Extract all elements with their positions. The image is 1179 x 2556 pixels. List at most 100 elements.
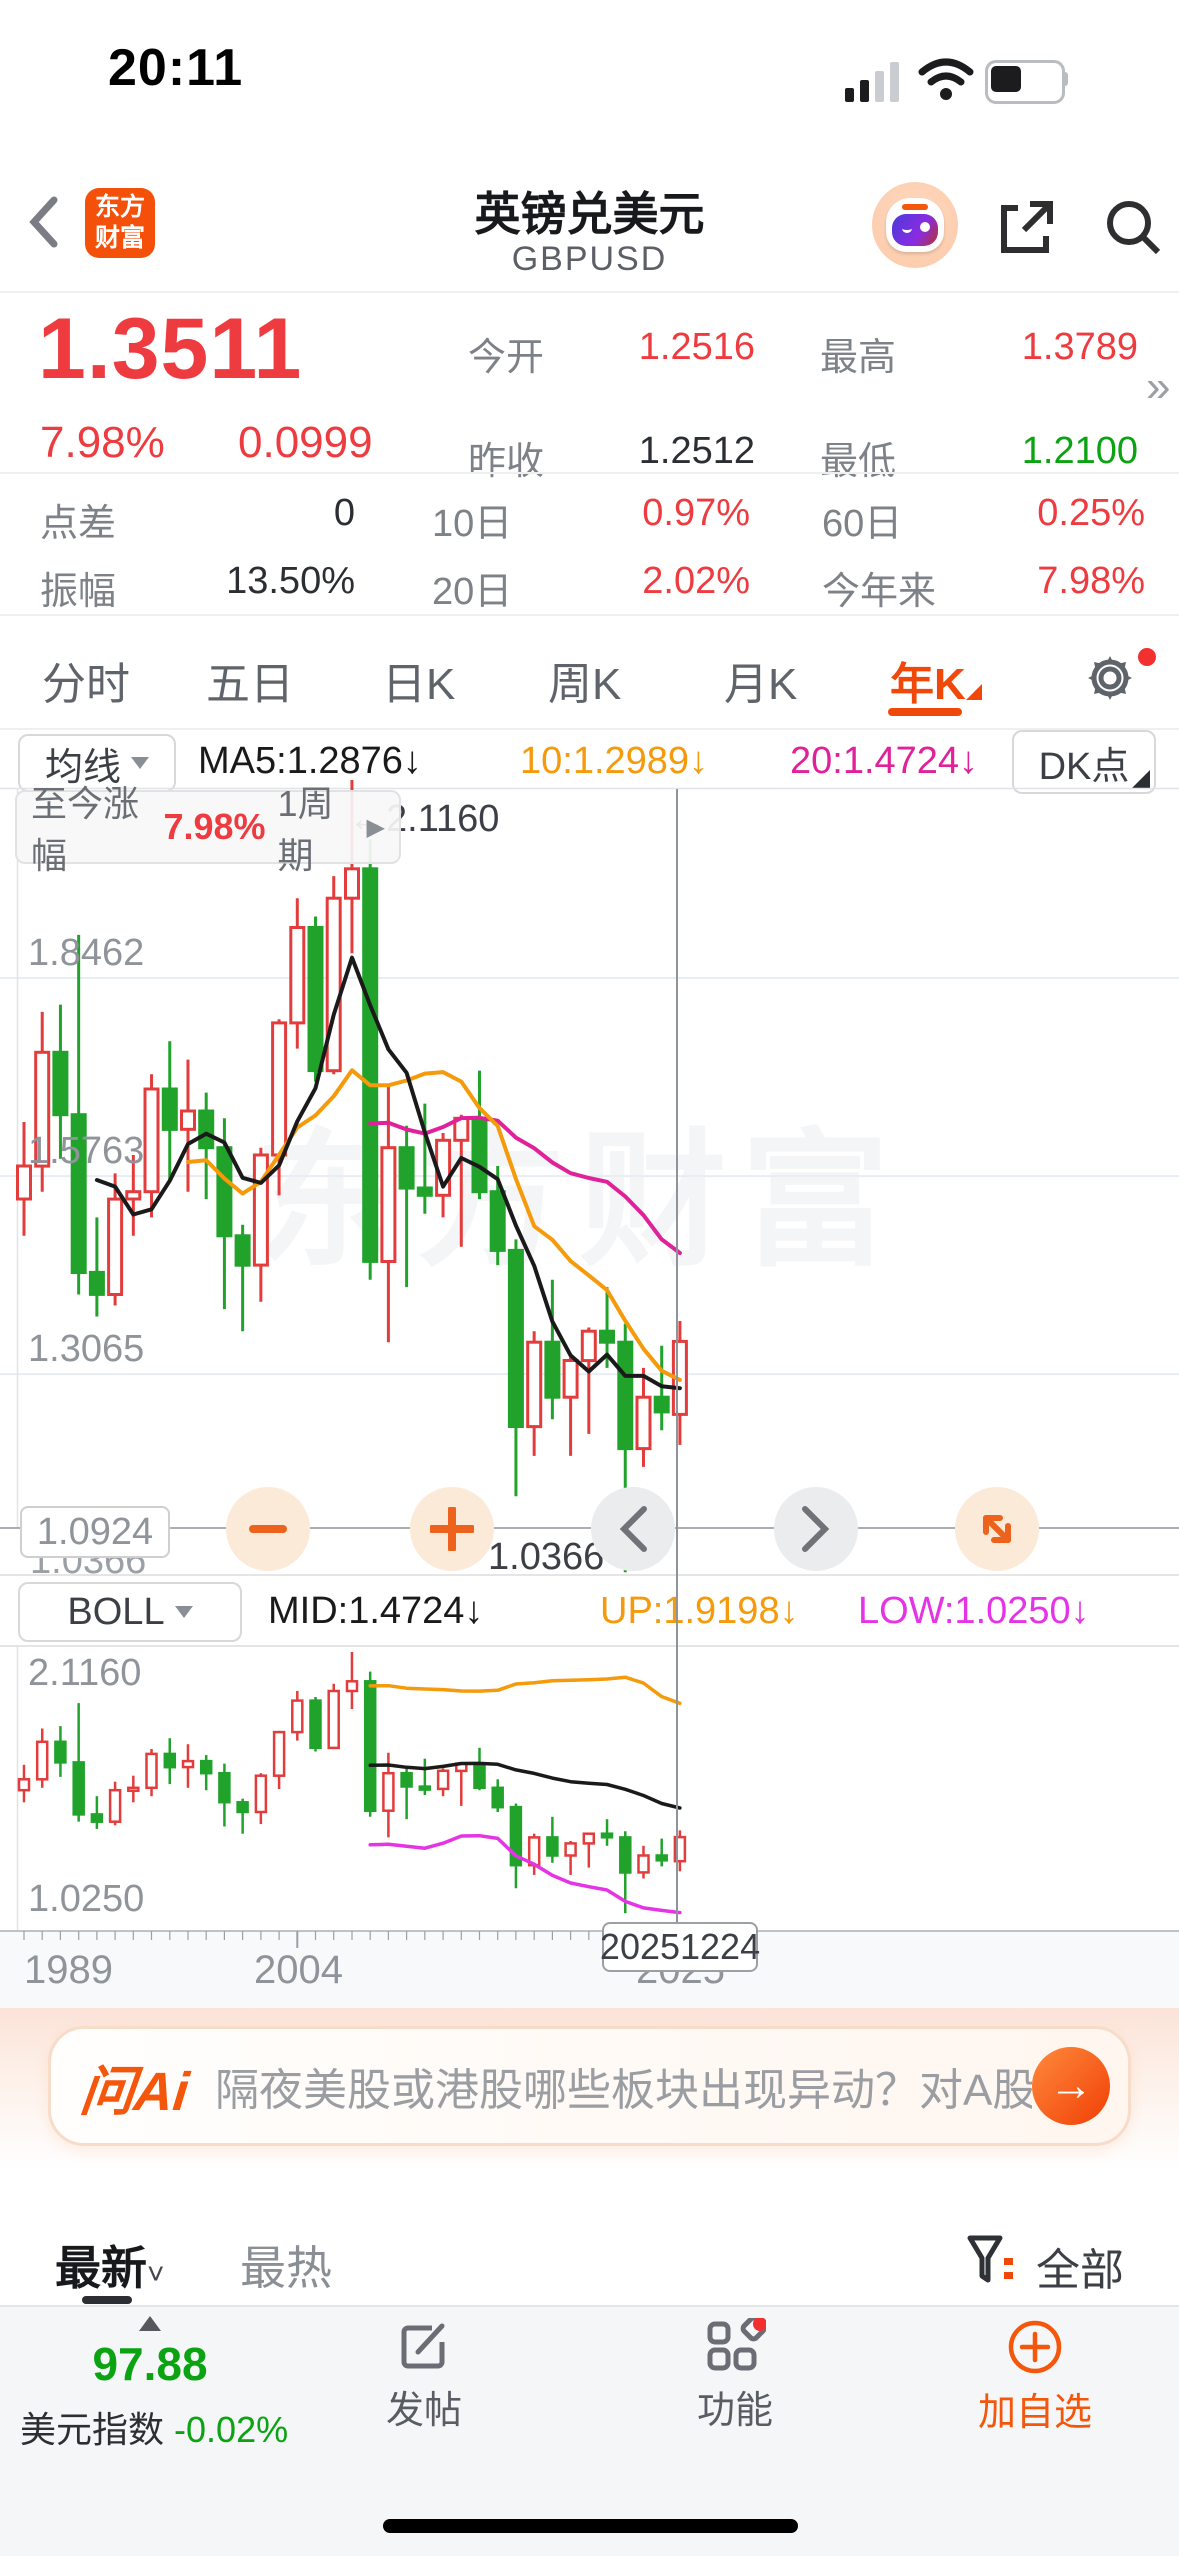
ask-ai-bar[interactable]: 问Ai 隔夜美股或港股哪些板块出现异动？对A股... → <box>48 2026 1131 2146</box>
chevron-down-icon <box>131 757 149 769</box>
divider <box>0 614 1179 616</box>
low-value: 1.2100 <box>1021 430 1138 472</box>
filter-all-button[interactable]: 全部 <box>1036 2246 1124 2295</box>
usd-index-value: 97.88 <box>92 2338 208 2390</box>
status-time: 20:11 <box>108 39 244 97</box>
lower-y-min-label: 1.0250 <box>28 1878 145 1920</box>
change-absolute: 0.0999 <box>238 418 373 467</box>
usd-index-widget[interactable]: 97.88 美元指数 -0.02% <box>20 2316 289 2453</box>
home-indicator <box>383 2519 798 2533</box>
lower-y-max-label: 2.1160 <box>28 1652 142 1694</box>
watermark: 东方财富 <box>255 1119 903 1284</box>
open-label: 今开 <box>468 337 545 379</box>
tab-daily-k[interactable]: 日K <box>382 660 456 709</box>
divider <box>0 472 1179 474</box>
ask-ai-submit-button[interactable]: → <box>1032 2047 1110 2125</box>
notification-dot <box>1138 648 1156 666</box>
ytd-value: 7.98% <box>1037 560 1145 602</box>
fullscreen-button[interactable] <box>955 1487 1039 1571</box>
main-candlestick-chart[interactable] <box>0 780 1179 1580</box>
compose-icon <box>401 2323 445 2369</box>
ask-ai-question: 隔夜美股或港股哪些板块出现异动？对A股... <box>215 2066 1032 2115</box>
crosshair-date-box: 20251224 <box>600 1922 760 1972</box>
tab-minute[interactable]: 分时 <box>42 660 130 709</box>
corner-triangle-icon <box>1132 770 1150 788</box>
feed-tab-underline <box>82 2296 132 2304</box>
change-percent: 7.98% <box>40 418 165 467</box>
chevron-down-icon: ˅ <box>147 2258 165 2291</box>
zoom-out-button[interactable] <box>226 1487 310 1571</box>
features-button[interactable]: 功能 <box>680 2315 790 2434</box>
minus-icon <box>249 1525 287 1533</box>
plus-circle-icon <box>1008 2320 1062 2374</box>
arrow-right-icon: → <box>1049 2061 1093 2110</box>
ai-robot-avatar[interactable] <box>872 182 958 268</box>
tab-expand-triangle <box>966 684 982 700</box>
tab-monthly-k[interactable]: 月K <box>724 660 798 709</box>
tab-yearly-k-selected[interactable]: 年K <box>890 660 966 709</box>
d10-label: 10日 <box>432 503 513 545</box>
search-icon[interactable] <box>1102 196 1164 258</box>
low-label: 最低 <box>820 441 897 483</box>
y-axis-label-3: 1.3065 <box>28 1328 145 1370</box>
selected-tab-underline <box>888 708 962 716</box>
d20-value: 2.02% <box>642 560 750 602</box>
usd-index-label-row: 美元指数 -0.02% <box>20 2409 289 2450</box>
plus-icon <box>430 1507 474 1551</box>
boll-mid-legend: MID:1.4724↓ <box>268 1590 484 1632</box>
share-icon[interactable] <box>996 196 1058 258</box>
amplitude-value: 13.50% <box>226 560 355 602</box>
chart-settings-gear-icon[interactable] <box>1082 650 1138 706</box>
chevron-left-icon <box>619 1506 647 1552</box>
open-value: 1.2516 <box>638 326 755 368</box>
ytd-label: 今年来 <box>822 571 937 613</box>
boll-overview-chart[interactable] <box>0 1645 1179 1950</box>
pan-right-button[interactable] <box>774 1487 858 1571</box>
ask-ai-logo: 问Ai <box>77 2061 192 2122</box>
ma20-legend: 20:1.4724↓ <box>790 740 979 782</box>
d60-value: 0.25% <box>1037 492 1145 534</box>
page-title: 英镑兑美元 <box>474 188 705 240</box>
pan-left-button[interactable] <box>591 1487 675 1571</box>
filter-funnel-icon[interactable] <box>960 2232 1016 2288</box>
boll-selector-dropdown[interactable]: BOLL <box>18 1582 242 1642</box>
prev-close-value: 1.2512 <box>638 430 755 472</box>
axis-min-boxed-label: 1.0924 <box>20 1506 170 1558</box>
bottom-nav-bar <box>0 2305 1179 2556</box>
battery-tip <box>1063 72 1068 86</box>
high-label: 最高 <box>820 337 897 379</box>
ma10-legend: 10:1.2989↓ <box>520 740 709 782</box>
boll-up-legend: UP:1.9198↓ <box>600 1590 799 1632</box>
back-button[interactable] <box>26 196 60 248</box>
feed-tab-hot[interactable]: 最热 <box>240 2242 332 2294</box>
divider <box>0 1645 1179 1647</box>
d60-label: 60日 <box>822 503 903 545</box>
post-button[interactable]: 发帖 <box>374 2318 474 2434</box>
zoom-in-button[interactable] <box>410 1487 494 1571</box>
ma5-legend: MA5:1.2876↓ <box>198 740 422 782</box>
battery-level <box>991 66 1021 92</box>
ma-selector-dropdown[interactable]: 均线 <box>18 734 176 792</box>
tab-weekly-k[interactable]: 周K <box>548 660 622 709</box>
dk-point-button[interactable]: DK点 <box>1012 730 1156 794</box>
more-chevron-icon[interactable]: » <box>1146 362 1171 411</box>
divider <box>0 1574 1179 1576</box>
high-value: 1.3789 <box>1021 326 1138 368</box>
x-label-1989: 1989 <box>24 1948 113 1992</box>
eastmoney-logo[interactable]: 东方 财富 <box>85 188 155 258</box>
spread-label: 点差 <box>40 503 117 545</box>
tab-5day[interactable]: 五日 <box>206 660 294 709</box>
amplitude-label: 振幅 <box>40 571 117 613</box>
expand-icon <box>983 1515 1011 1543</box>
y-axis-label-1: 1.8462 <box>28 932 145 974</box>
symbol-code: GBPUSD <box>511 240 668 278</box>
prev-close-label: 昨收 <box>468 441 545 483</box>
add-watchlist-button[interactable]: 加自选 <box>960 2318 1110 2436</box>
x-axis-strip <box>0 1931 1179 2008</box>
wifi-icon <box>918 58 974 100</box>
chart-tooltip[interactable]: 至今涨幅 7.98% 1周期 ▶ <box>15 783 401 876</box>
d10-value: 0.97% <box>642 492 750 534</box>
spread-value: 0 <box>333 492 355 534</box>
feed-tab-latest[interactable]: 最新˅ <box>55 2242 165 2294</box>
